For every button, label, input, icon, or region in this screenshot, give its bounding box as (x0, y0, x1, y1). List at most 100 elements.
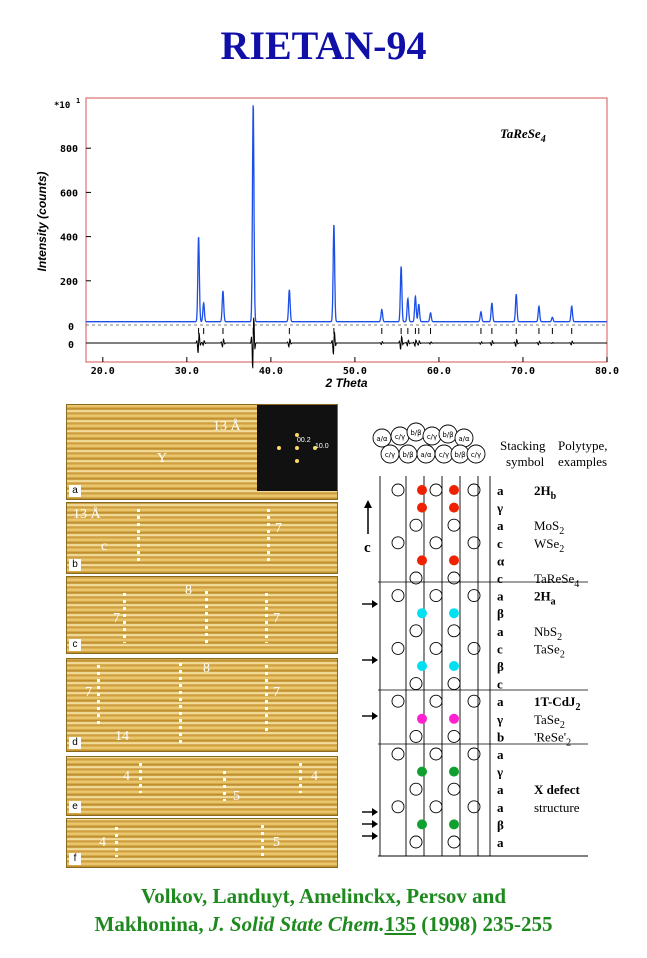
polytype-example: 1T-CdJ2 (534, 694, 580, 713)
panel-letter-f: f (69, 853, 81, 865)
intercalated-atom-dot (417, 819, 427, 830)
stacking-symbol: α (497, 553, 505, 568)
layer-atom-circle (409, 782, 423, 796)
plot-frame (85, 97, 608, 363)
layer-circle-top-label: a/α (376, 435, 388, 443)
stacking-symbol: a (497, 518, 504, 533)
y-multiplier-exp: 1 (76, 97, 80, 105)
layer-atom-circle (409, 624, 423, 638)
citation-line2: Makhonina, J. Solid State Chem.135 (1998… (0, 912, 647, 937)
intercalated-atom-dot (417, 661, 427, 671)
panel-letter-d: d (69, 737, 81, 749)
citation: Volkov, Landuyt, Amelinckx, Persov and (0, 884, 647, 909)
stacking-symbol: β (497, 659, 504, 674)
polytype-example: structure (534, 800, 580, 815)
y-tick-label: 400 (60, 233, 78, 244)
fft-label-100: 10.0 (315, 443, 329, 450)
stacking-symbol: a (497, 694, 504, 709)
residual-line (86, 317, 607, 369)
page-title: RIETAN-94 (220, 23, 427, 68)
layer-atom-circle (429, 800, 443, 814)
stacking-symbol: a (497, 800, 504, 815)
layer-atom-circle (467, 747, 481, 761)
stacking-symbol: β (497, 817, 504, 832)
tem-panel-c: 8 7 7 c (66, 576, 338, 654)
stacking-symbol: a (497, 483, 504, 498)
panel-b-label-c: c (101, 539, 108, 554)
layer-atom-circle (447, 835, 461, 849)
tem-panel-b: 13 Å c 7 b (66, 502, 338, 574)
panel-c-label-7a: 7 (113, 611, 120, 626)
layer-atom-circle (409, 518, 423, 532)
intercalated-atom-dot (417, 555, 427, 566)
layer-atom-circle (409, 835, 423, 849)
stacking-symbol: a (497, 782, 504, 797)
panel-c-label-8: 8 (185, 583, 192, 598)
intercalated-atom-dot (417, 608, 427, 619)
stacking-symbol: β (497, 606, 504, 621)
x-tick-label: 70.0 (511, 366, 535, 377)
layer-arrowhead (372, 600, 378, 608)
stacking-header-1: Stacking (500, 438, 546, 453)
layer-atom-circle (409, 571, 423, 585)
citation-line1: Volkov, Landuyt, Amelinckx, Persov and (140, 884, 507, 908)
baseline-label-observed: 0 (68, 322, 74, 333)
x-tick-label: 80.0 (595, 366, 619, 377)
citation-authors: Makhonina, (94, 912, 209, 936)
panel-f-label-5: 5 (273, 835, 280, 850)
tem-image-panels: 00.2 10.0 13 Å Y a 13 Å c 7 b 8 7 7 c 8 … (66, 404, 338, 868)
layer-circle-top-label: c/γ (439, 451, 449, 459)
panel-d-label-14: 14 (115, 729, 129, 744)
polytype-example: TaSe2 (534, 712, 565, 731)
observed-pattern-line (86, 105, 607, 323)
intercalated-atom-dot (449, 608, 459, 619)
layer-circle-top-label: b/β (402, 451, 413, 459)
panel-letter-a: a (69, 485, 81, 497)
citation-journal: J. Solid State Chem. (208, 912, 385, 936)
polytype-example: TaSe2 (534, 641, 565, 660)
polytype-example: 2Hb (534, 483, 557, 502)
panel-e-label-4b: 4 (311, 769, 318, 784)
polytype-example: WSe2 (534, 536, 564, 555)
layer-circle-top-label: c/γ (427, 433, 437, 441)
intercalated-atom-dot (417, 766, 427, 777)
panel-a-label-13a: 13 Å (213, 419, 241, 434)
polytype-header-2: examples (558, 454, 607, 469)
layer-atom-circle (429, 694, 443, 708)
panel-c-label-7b: 7 (273, 611, 280, 626)
layer-arrowhead (372, 656, 378, 664)
y-axis-label: Intensity (counts) (35, 171, 49, 271)
stacking-diagram: a/α c/γ b/β c/γ b/β a/αc/γ b/β a/α c/γ b/β c/γStac… (362, 422, 607, 857)
layer-atom-circle (467, 483, 481, 497)
layer-circle-top-label: a/α (420, 451, 432, 459)
baseline-label-residual: 0 (68, 340, 74, 351)
panel-d-label-8: 8 (203, 661, 210, 676)
intercalated-atom-dot (449, 661, 459, 671)
panel-b-label-13a: 13 Å (73, 507, 101, 522)
x-tick-label: 20.0 (91, 366, 115, 377)
layer-circle-top-label: b/β (442, 431, 453, 439)
polytype-header-1: Polytype, (558, 438, 607, 453)
layer-atom-circle (391, 800, 405, 814)
x-axis-label: 2 Theta (324, 376, 367, 390)
layer-atom-circle (447, 729, 461, 743)
y-tick-label: 200 (60, 277, 78, 288)
intercalated-atom-dot (449, 766, 459, 777)
polytype-example: 'ReSe'2 (534, 729, 571, 748)
layer-circle-top-label: b/β (410, 429, 421, 437)
stacking-symbol: c (497, 536, 503, 551)
intercalated-atom-dot (417, 485, 427, 495)
layer-atom-circle (467, 641, 481, 655)
panel-letter-c: c (69, 639, 81, 651)
intercalated-atom-dot (449, 485, 459, 495)
citation-volume: 135 (384, 912, 417, 936)
intercalated-atom-dot (449, 819, 459, 830)
y-multiplier: *10 (54, 101, 70, 111)
stacking-symbol: γ (496, 765, 503, 780)
layer-arrowhead (372, 820, 378, 828)
x-tick-label: 30.0 (175, 366, 199, 377)
panel-a-label-y: Y (157, 451, 168, 466)
x-tick-label: 40.0 (259, 366, 283, 377)
layer-circle-top (466, 444, 486, 464)
polytype-example: X defect (534, 782, 581, 797)
